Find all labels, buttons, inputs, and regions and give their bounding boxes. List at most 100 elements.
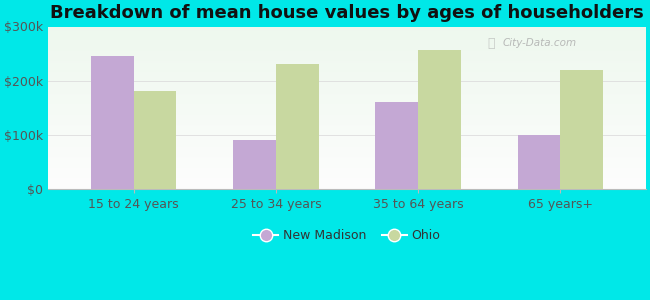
Bar (48, 176, 646, 177)
Bar (48, 138, 646, 139)
Bar (48, 78, 646, 79)
Bar (48, 161, 646, 162)
Bar (48, 179, 646, 180)
Bar (233, 140, 276, 189)
Bar (48, 75, 646, 76)
Bar (48, 127, 646, 128)
Bar (48, 73, 646, 74)
Bar (48, 171, 646, 172)
Bar (48, 46, 646, 47)
Bar (48, 89, 646, 90)
Bar (48, 51, 646, 52)
Bar (48, 128, 646, 129)
Bar (48, 61, 646, 62)
Text: City-Data.com: City-Data.com (502, 38, 577, 48)
Bar (48, 154, 646, 155)
Title: Breakdown of mean house values by ages of householders: Breakdown of mean house values by ages o… (50, 4, 644, 22)
Bar (48, 96, 646, 97)
Bar (48, 48, 646, 49)
Bar (48, 156, 646, 157)
Bar (48, 38, 646, 39)
Bar (48, 121, 646, 122)
Bar (48, 146, 646, 147)
Bar (48, 130, 646, 131)
Bar (48, 88, 646, 89)
Bar (48, 131, 646, 132)
Bar (48, 142, 646, 143)
Bar (48, 134, 646, 135)
Bar (48, 169, 646, 170)
Bar (48, 56, 646, 57)
Bar (48, 114, 646, 115)
Bar (48, 47, 646, 48)
Bar (48, 82, 646, 83)
Bar (48, 39, 646, 40)
Bar (560, 70, 603, 189)
Bar (48, 40, 646, 41)
Bar (48, 133, 646, 134)
Bar (48, 105, 646, 106)
Bar (48, 62, 646, 63)
Bar (48, 180, 646, 181)
Bar (48, 143, 646, 144)
Bar (48, 144, 646, 145)
Bar (48, 116, 646, 117)
Bar (48, 36, 646, 37)
Bar (48, 98, 646, 99)
Bar (48, 166, 646, 167)
Bar (48, 77, 646, 78)
Bar (48, 59, 646, 60)
Bar (48, 125, 646, 126)
Bar (48, 26, 646, 27)
Bar (48, 42, 646, 43)
Bar (48, 188, 646, 189)
Bar (48, 27, 646, 28)
Bar (48, 140, 646, 141)
Bar (48, 91, 646, 92)
Bar (48, 186, 646, 187)
Bar (48, 109, 646, 110)
Bar (48, 57, 646, 58)
Bar (48, 58, 646, 59)
Bar (48, 44, 646, 45)
Bar (276, 64, 318, 189)
Bar (48, 102, 646, 103)
Bar (48, 34, 646, 35)
Bar (48, 65, 646, 66)
Bar (48, 104, 646, 105)
Bar (48, 103, 646, 104)
Bar (48, 49, 646, 50)
Bar (48, 151, 646, 152)
Bar (48, 84, 646, 85)
Bar (48, 67, 646, 68)
Bar (48, 174, 646, 175)
Bar (48, 175, 646, 176)
Bar (48, 93, 646, 94)
Bar (48, 118, 646, 119)
Bar (48, 181, 646, 182)
Bar (48, 182, 646, 183)
Bar (48, 92, 646, 93)
Bar (48, 54, 646, 55)
Bar (133, 92, 176, 189)
Bar (48, 110, 646, 111)
Bar (48, 70, 646, 71)
Text: ⓘ: ⓘ (488, 37, 495, 50)
Bar (48, 137, 646, 138)
Bar (48, 148, 646, 149)
Bar (48, 85, 646, 86)
Bar (48, 185, 646, 186)
Bar (48, 129, 646, 130)
Bar (48, 55, 646, 56)
Bar (48, 66, 646, 67)
Bar (48, 149, 646, 150)
Bar (48, 152, 646, 153)
Bar (48, 33, 646, 34)
Bar (48, 72, 646, 73)
Bar (48, 83, 646, 84)
Bar (48, 71, 646, 72)
Bar (48, 95, 646, 96)
Bar (48, 173, 646, 174)
Bar (48, 50, 646, 51)
Bar (48, 111, 646, 112)
